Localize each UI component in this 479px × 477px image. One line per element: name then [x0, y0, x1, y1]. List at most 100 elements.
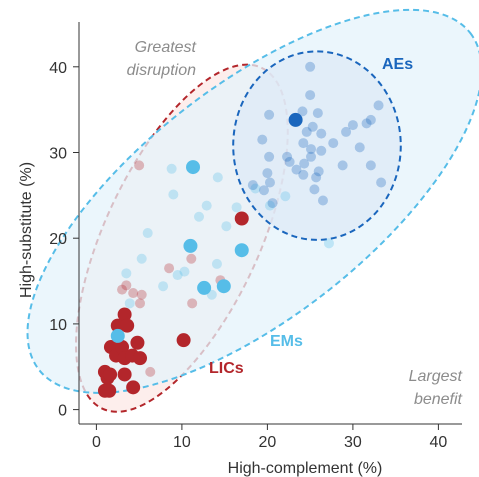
data-point-aes — [306, 151, 317, 162]
data-point-ems — [197, 280, 212, 295]
data-point-aes — [247, 180, 258, 191]
data-point-aes — [267, 198, 278, 209]
data-point-lics — [128, 288, 139, 299]
data-point-lics — [120, 318, 135, 333]
data-point-aes — [288, 112, 303, 127]
data-point-lics — [187, 298, 198, 309]
data-point-lics — [126, 380, 141, 395]
data-point-aes — [306, 144, 317, 155]
data-point-aes — [347, 120, 358, 131]
data-point-aes — [257, 134, 268, 145]
data-point-ems — [136, 253, 147, 264]
annotation-largest-benefit-line1: Largest — [409, 368, 463, 385]
data-point-aes — [297, 106, 308, 117]
data-point-lics — [135, 298, 146, 309]
data-point-aes — [264, 151, 275, 162]
x-ticks: 0 10 20 30 40 — [92, 424, 447, 451]
data-point-lics — [115, 340, 130, 355]
data-point-ems — [231, 202, 242, 213]
data-point-aes — [298, 138, 309, 149]
data-point-ems — [186, 160, 201, 175]
y-tick-label: 10 — [49, 317, 67, 334]
data-point-lics — [136, 289, 147, 300]
data-point-lics — [133, 351, 148, 366]
data-point-ems — [221, 221, 232, 232]
data-point-aes — [264, 109, 275, 120]
data-point-aes — [337, 160, 348, 171]
x-tick-label: 20 — [259, 434, 277, 451]
data-point-aes — [365, 114, 376, 125]
axes: 0 10 20 30 40 0 10 20 30 40 — [49, 22, 462, 451]
data-point-lics — [234, 211, 249, 226]
data-point-ems — [172, 270, 183, 281]
data-point-aes — [305, 61, 316, 72]
data-point-aes — [316, 145, 327, 156]
y-ticks: 0 10 20 30 40 — [49, 60, 79, 420]
group-label-aes: AEs — [382, 56, 413, 73]
y-tick-label: 20 — [49, 231, 67, 248]
group-label-lics: LICs — [209, 360, 244, 377]
annotation-greatest-disruption-line1: Greatest — [135, 39, 197, 56]
data-point-ems — [168, 189, 179, 200]
data-point-lics — [103, 367, 118, 382]
data-point-ems — [234, 243, 249, 258]
x-tick-label: 30 — [344, 434, 362, 451]
data-point-aes — [361, 118, 372, 129]
data-point-aes — [309, 184, 320, 195]
x-axis-title: High-complement (%) — [228, 460, 383, 477]
data-point-aes — [282, 151, 293, 162]
data-points — [97, 61, 387, 398]
ellipse-aes — [232, 50, 402, 241]
data-point-aes — [311, 172, 322, 183]
data-point-aes — [312, 108, 323, 119]
y-axis-title: High-substitute (%) — [18, 162, 35, 298]
y-tick-label: 30 — [49, 146, 67, 163]
data-point-aes — [373, 100, 384, 111]
annotation-greatest-disruption-line2: disruption — [127, 62, 196, 79]
data-point-ems — [280, 191, 291, 202]
data-point-aes — [258, 185, 269, 196]
data-point-lics — [121, 280, 132, 291]
data-point-lics — [134, 160, 145, 171]
data-point-ems — [323, 238, 334, 249]
data-point-ems — [166, 163, 177, 174]
data-point-lics — [164, 263, 175, 274]
data-point-lics — [176, 333, 191, 348]
data-point-ems — [250, 183, 261, 194]
data-point-ems — [179, 266, 190, 277]
data-point-aes — [291, 164, 302, 175]
data-point-ems — [264, 200, 275, 211]
data-point-aes — [328, 138, 339, 149]
data-point-aes — [376, 177, 387, 188]
data-point-aes — [262, 168, 273, 179]
data-point-aes — [305, 90, 316, 101]
data-point-ems — [194, 211, 204, 222]
data-point-lics — [117, 367, 132, 382]
x-tick-label: 10 — [173, 434, 191, 451]
data-point-aes — [341, 126, 352, 137]
data-point-aes — [301, 126, 312, 137]
data-point-aes — [264, 177, 275, 188]
data-point-aes — [313, 166, 324, 177]
data-point-aes — [365, 160, 376, 171]
data-point-ems — [124, 298, 135, 309]
data-point-ems — [158, 281, 169, 292]
data-point-aes — [284, 156, 295, 167]
data-point-aes — [316, 128, 327, 139]
data-point-lics — [145, 366, 156, 377]
data-point-ems — [183, 238, 198, 253]
data-point-ems — [201, 200, 212, 211]
data-point-ems — [110, 328, 125, 343]
y-tick-label: 40 — [49, 60, 67, 77]
data-point-aes — [307, 121, 318, 132]
data-point-lics — [117, 284, 128, 295]
group-label-ems: EMs — [270, 333, 303, 350]
data-point-lics — [186, 253, 197, 264]
data-point-ems — [212, 172, 223, 183]
data-point-ems — [142, 228, 153, 239]
data-point-aes — [299, 158, 310, 169]
data-point-ems — [121, 268, 132, 279]
y-tick-label: 0 — [58, 403, 67, 420]
data-point-lics — [130, 335, 145, 350]
